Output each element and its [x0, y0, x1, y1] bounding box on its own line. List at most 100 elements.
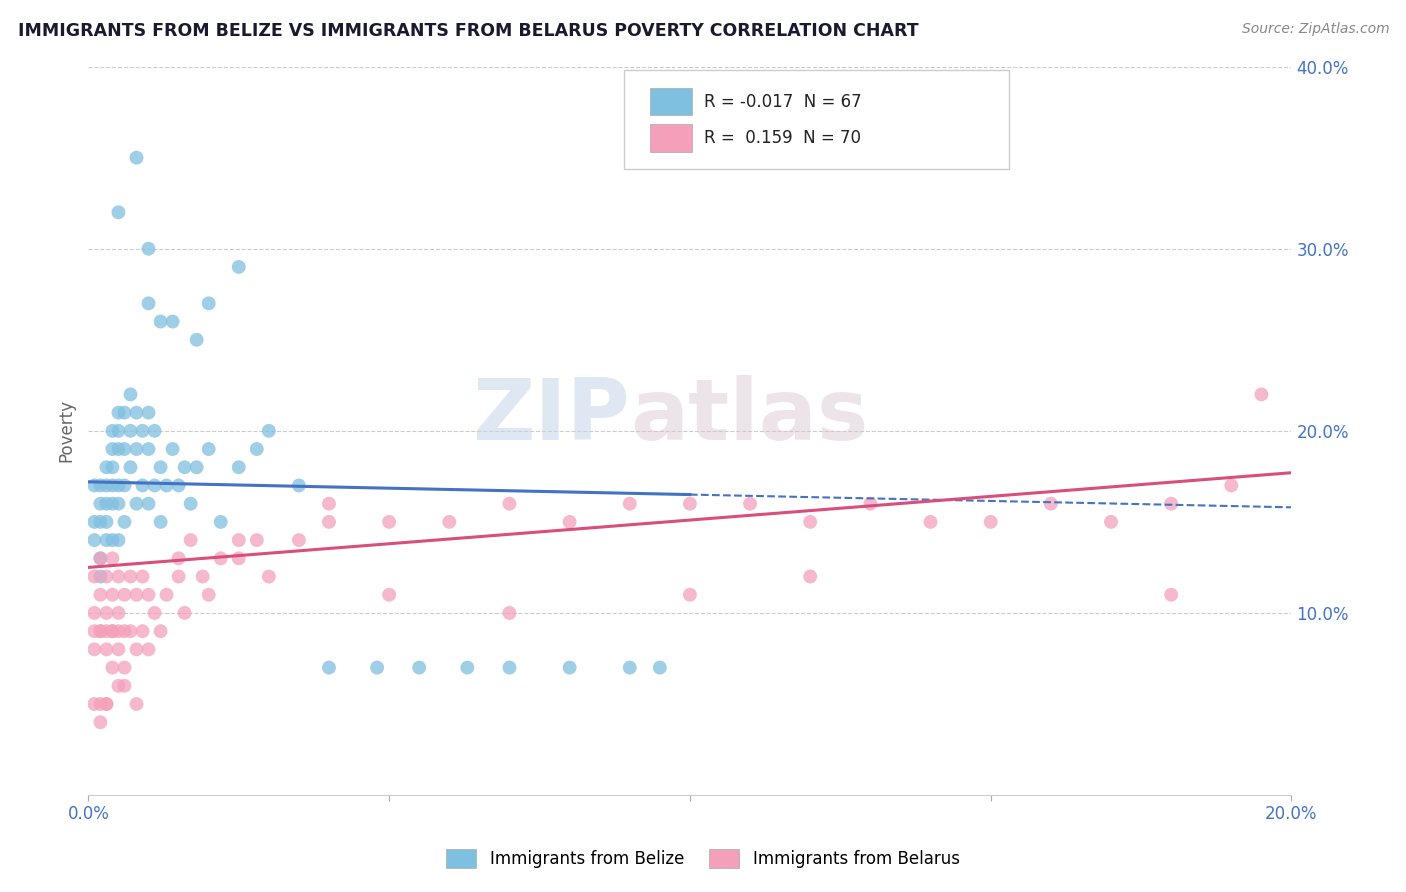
Point: [101, 551, 124, 566]
Point: [101, 460, 124, 475]
Point: [125, 697, 148, 711]
Point: [318, 660, 340, 674]
Point: [138, 296, 160, 310]
Point: [107, 533, 129, 547]
Point: [120, 424, 142, 438]
Point: [162, 442, 184, 456]
Point: [89, 551, 111, 566]
Point: [143, 606, 166, 620]
Point: [107, 406, 129, 420]
Point: [619, 660, 641, 674]
Point: [125, 442, 148, 456]
Point: [799, 569, 821, 583]
Point: [738, 497, 761, 511]
Point: [1250, 387, 1272, 401]
Point: [173, 460, 195, 475]
Point: [83, 642, 105, 657]
Point: [96, 624, 118, 639]
Point: [96, 478, 118, 492]
Point: [180, 497, 202, 511]
Point: [191, 569, 214, 583]
Point: [155, 478, 177, 492]
Point: [96, 497, 118, 511]
Point: [114, 679, 136, 693]
Point: [83, 569, 105, 583]
Point: [107, 442, 129, 456]
Point: [138, 442, 160, 456]
Point: [107, 497, 129, 511]
Point: [89, 569, 111, 583]
Point: [89, 478, 111, 492]
Point: [96, 460, 118, 475]
Point: [89, 515, 111, 529]
Point: [920, 515, 942, 529]
Point: [114, 515, 136, 529]
Point: [107, 624, 129, 639]
Point: [318, 497, 340, 511]
Point: [209, 515, 232, 529]
Text: R = -0.017  N = 67: R = -0.017 N = 67: [704, 93, 862, 111]
Point: [197, 296, 219, 310]
Point: [101, 624, 124, 639]
Text: atlas: atlas: [630, 375, 868, 458]
Point: [143, 478, 166, 492]
Point: [114, 588, 136, 602]
Point: [246, 533, 269, 547]
Point: [318, 515, 340, 529]
Point: [679, 588, 702, 602]
Point: [131, 569, 153, 583]
Point: [257, 424, 280, 438]
Point: [101, 660, 124, 674]
Point: [149, 314, 172, 328]
Point: [180, 533, 202, 547]
Point: [558, 660, 581, 674]
Bar: [650, 124, 692, 152]
Point: [378, 588, 401, 602]
Point: [149, 515, 172, 529]
Point: [89, 715, 111, 730]
Point: [439, 515, 461, 529]
Point: [648, 660, 671, 674]
Point: [101, 497, 124, 511]
Point: [1160, 497, 1182, 511]
Point: [173, 606, 195, 620]
Point: [288, 533, 311, 547]
Point: [155, 588, 177, 602]
Point: [162, 314, 184, 328]
Point: [186, 333, 208, 347]
Point: [101, 424, 124, 438]
Point: [859, 497, 882, 511]
Point: [138, 642, 160, 657]
Point: [131, 624, 153, 639]
Point: [378, 515, 401, 529]
Point: [125, 151, 148, 165]
Point: [114, 442, 136, 456]
Point: [1039, 497, 1062, 511]
Point: [114, 660, 136, 674]
Point: [149, 624, 172, 639]
Point: [679, 497, 702, 511]
Point: [456, 660, 478, 674]
Point: [209, 551, 232, 566]
Point: [107, 679, 129, 693]
Point: [83, 624, 105, 639]
Point: [138, 497, 160, 511]
Point: [96, 533, 118, 547]
Point: [366, 660, 388, 674]
Point: [96, 515, 118, 529]
Point: [1160, 588, 1182, 602]
Point: [114, 624, 136, 639]
Point: [101, 624, 124, 639]
Legend: Immigrants from Belize, Immigrants from Belarus: Immigrants from Belize, Immigrants from …: [440, 843, 966, 875]
Point: [125, 497, 148, 511]
Point: [138, 242, 160, 256]
Point: [125, 588, 148, 602]
Point: [408, 660, 430, 674]
Point: [89, 624, 111, 639]
Point: [131, 424, 153, 438]
Point: [120, 569, 142, 583]
Point: [101, 588, 124, 602]
Point: [96, 642, 118, 657]
Point: [125, 642, 148, 657]
Point: [1099, 515, 1122, 529]
